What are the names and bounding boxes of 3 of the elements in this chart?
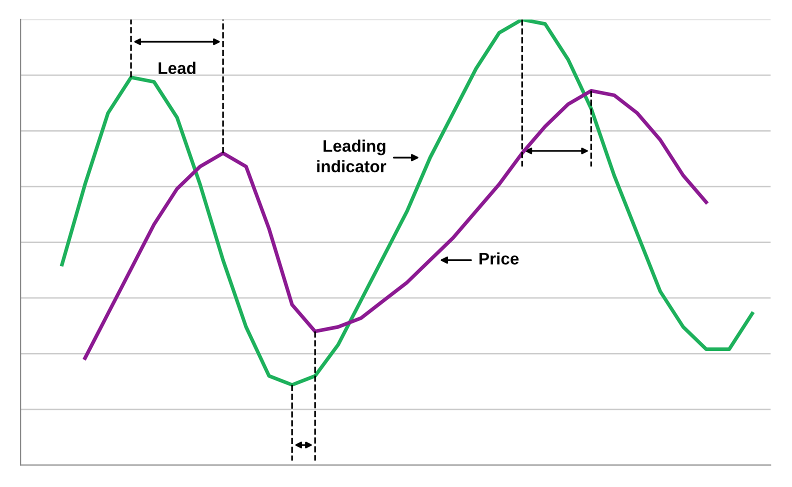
annotation: Lead	[158, 62, 196, 74]
text: Leading indicator	[317, 140, 386, 172]
series-label: Price	[480, 252, 519, 265]
